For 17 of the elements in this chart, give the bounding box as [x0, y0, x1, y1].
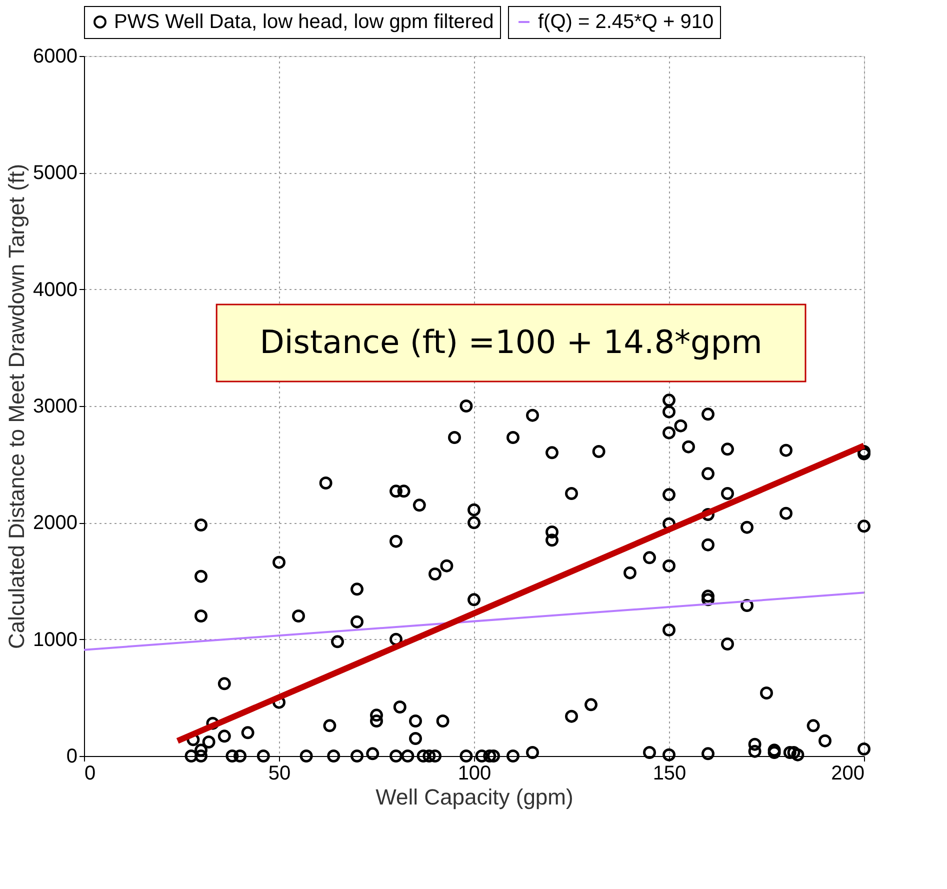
x-axis-title: Well Capacity (gpm)	[376, 784, 574, 810]
x-tick-label: 50	[268, 762, 291, 784]
y-tick-label: 1000	[33, 628, 78, 651]
x-tick-label: 200	[831, 762, 864, 784]
y-tick-label: 4000	[33, 278, 78, 301]
x-tick-label: 0	[84, 762, 96, 784]
x-tick-label: 100	[458, 762, 492, 784]
y-axis-title: Calculated Distance to Meet Drawdown Target (ft)	[4, 164, 30, 650]
y-tick-label: 3000	[33, 396, 78, 418]
annotation: Distance (ft) =100 + 14.8*gpm	[260, 323, 762, 361]
x-tick-label: 150	[652, 762, 686, 784]
legend-label: f(Q) = 2.45*Q + 910	[538, 11, 714, 33]
y-tick-label: 5000	[33, 162, 78, 184]
y-tick-label: 6000	[33, 46, 78, 68]
legend-label: PWS Well Data, low head, low gpm filtered	[114, 11, 494, 33]
y-tick-label: 0	[66, 746, 78, 768]
y-tick-label: 2000	[33, 512, 78, 534]
